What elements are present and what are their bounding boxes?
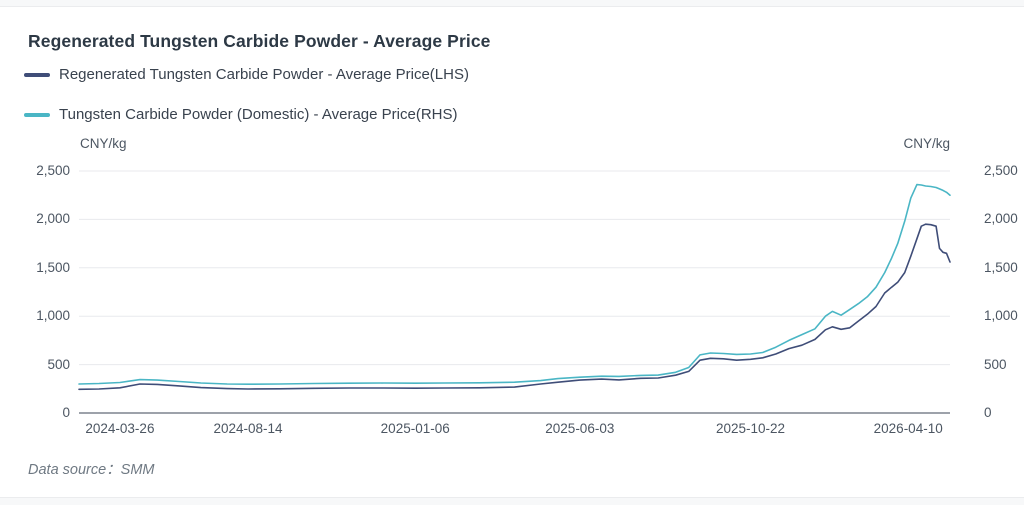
y-axis-tick-left: 1,500 [36,259,70,275]
y-axis-tick-left: 1,000 [36,308,70,324]
y-axis-tick-right: 1,500 [984,259,1018,275]
y-axis-tick-right: 2,500 [984,163,1018,178]
y-axis-tick-right: 1,000 [984,308,1018,324]
series-line-rhs [78,183,951,386]
y-axis-tick-left: 0 [62,405,70,420]
y-axis-tick-left: 2,000 [36,211,70,227]
y-axis-tick-right: 2,000 [984,211,1018,227]
legend-item-lhs[interactable]: Regenerated Tungsten Carbide Powder - Av… [24,66,469,83]
legend-swatch-lhs-icon [24,72,50,77]
x-axis-tick: 2026-04-10 [873,421,943,436]
data-source-note: Data source：SMM [28,462,155,478]
chart-title: Regenerated Tungsten Carbide Powder - Av… [28,31,491,51]
x-axis-tick: 2024-08-14 [213,421,283,436]
y-axis-tick-right: 0 [984,405,992,420]
bottom-divider [0,497,1024,505]
legend-label-rhs: Tungsten Carbide Powder (Domestic) - Ave… [59,106,458,123]
series-line-lhs [78,223,951,391]
y-axis-unit-right: CNY/kg [903,136,950,151]
y-axis-tick-left: 2,500 [36,163,70,178]
y-axis-tick-left: 500 [47,356,70,372]
x-axis-tick: 2025-06-03 [545,421,615,436]
legend-label-lhs: Regenerated Tungsten Carbide Powder - Av… [59,66,469,83]
legend-swatch-rhs-icon [24,112,50,117]
x-axis-tick: 2025-01-06 [380,421,450,436]
y-axis-unit-left: CNY/kg [80,136,127,151]
x-axis-tick: 2024-03-26 [85,421,155,436]
x-axis-tick: 2025-10-22 [716,421,786,436]
y-axis-tick-right: 500 [984,356,1007,372]
top-divider [0,0,1024,7]
legend-item-rhs[interactable]: Tungsten Carbide Powder (Domestic) - Ave… [24,106,457,123]
